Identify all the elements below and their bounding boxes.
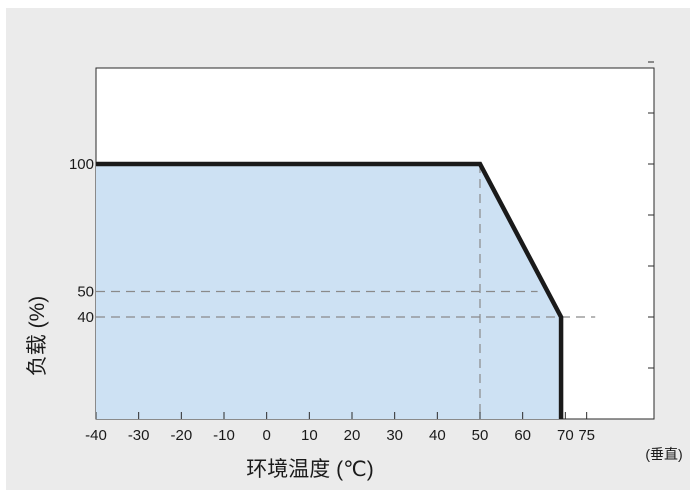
x-tick-label: -20 xyxy=(170,427,192,444)
x-tick-label: 30 xyxy=(386,427,403,444)
x-tick-label: -40 xyxy=(85,427,107,444)
orientation-note: (垂直) xyxy=(645,446,682,462)
load-curve xyxy=(96,161,564,419)
x-axis-label: 环境温度 (℃) xyxy=(246,458,373,481)
y-tick-label: 100 xyxy=(69,156,94,173)
plot-area: -40 -30 -20 -10 0 10 20 30 40 50 60 70 75 100 50 40 xyxy=(69,61,655,444)
x-tick-label: 50 xyxy=(472,427,489,444)
x-tick-label: 10 xyxy=(301,427,318,444)
y-tick-label: 40 xyxy=(77,309,94,326)
y-axis-label: 负载 (%) xyxy=(26,296,49,377)
x-tick-label: 75 xyxy=(578,427,595,444)
x-tick-label: -10 xyxy=(213,427,235,444)
y-tick-label: 50 xyxy=(77,284,94,301)
x-tick-label: 0 xyxy=(262,427,270,444)
x-tick-label: 40 xyxy=(429,427,446,444)
x-tick-label: 20 xyxy=(344,427,361,444)
x-tick-label: -30 xyxy=(128,427,150,444)
x-tick-label: 60 xyxy=(514,427,531,444)
x-tick-label: 70 xyxy=(557,427,574,444)
